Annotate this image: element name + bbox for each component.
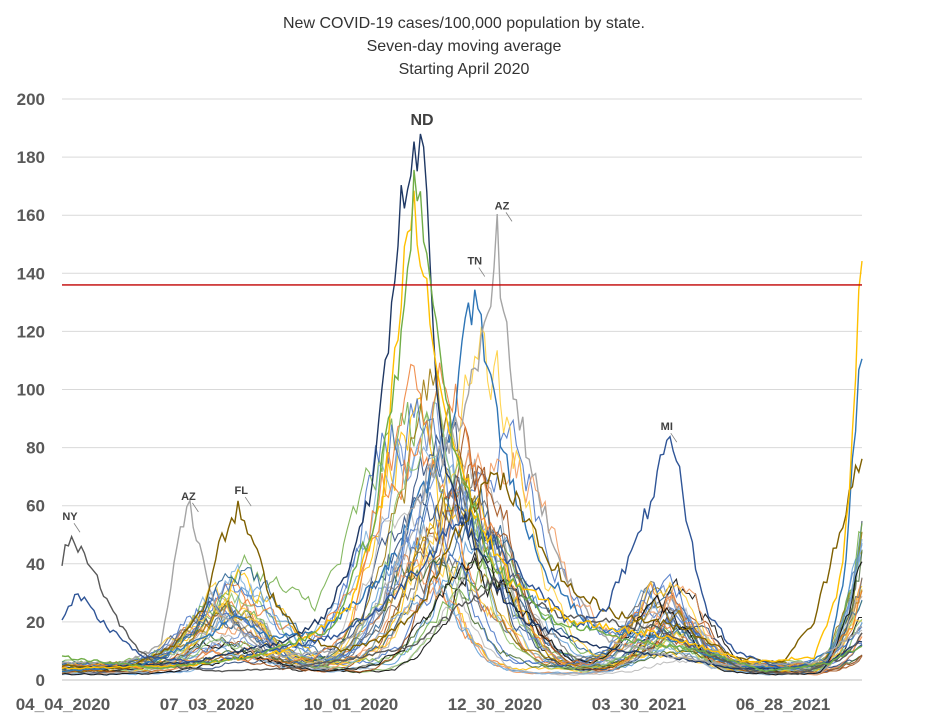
annotation-leader <box>505 212 513 222</box>
y-tick-label: 140 <box>17 264 45 283</box>
y-tick-label: 100 <box>17 381 45 400</box>
annotation-leader <box>192 502 199 513</box>
y-tick-label: 180 <box>17 148 45 167</box>
y-tick-label: 0 <box>36 671 45 690</box>
state-series-line <box>61 470 863 671</box>
y-tick-label: 80 <box>26 439 45 458</box>
title-line-0: New COVID-19 cases/100,000 population by… <box>283 15 645 32</box>
state-series-line <box>61 558 863 676</box>
x-tick-label: 10_01_2020 <box>304 695 399 714</box>
chart-title: New COVID-19 cases/100,000 population by… <box>283 15 645 78</box>
x-tick-label: 12_30_2020 <box>448 695 543 714</box>
annotation-fl: FL <box>234 485 248 497</box>
x-tick-label: 07_03_2020 <box>160 695 255 714</box>
state-series-line <box>61 390 863 671</box>
annotation-leader <box>73 523 81 533</box>
x-tick-label: 04_04_2020 <box>16 695 111 714</box>
state-series-line <box>61 491 863 667</box>
series-line-mi <box>61 435 863 670</box>
x-tick-label: 06_28_2021 <box>736 695 831 714</box>
axes: 0 20 40 60 80 100 120 140 160 180 200 04_04_2020 07_… <box>16 90 862 714</box>
series-line-tn <box>61 289 863 673</box>
annotations: NY AZ FL ND TN AZ MI <box>62 112 678 533</box>
y-tick-label: 20 <box>26 613 45 632</box>
annotation-tn: TN <box>467 256 482 268</box>
annotation-nd: ND <box>410 112 433 129</box>
y-tick-label: 40 <box>26 555 45 574</box>
y-tick-label: 60 <box>26 497 45 516</box>
series-line-ny <box>61 534 863 676</box>
y-tick-label: 120 <box>17 322 45 341</box>
title-line-1: Seven-day moving average <box>367 38 562 55</box>
x-tick-label: 03_30_2021 <box>592 695 687 714</box>
series-line-sd <box>61 169 863 673</box>
annotation-leader <box>670 432 678 443</box>
series-lines <box>61 133 863 676</box>
annotation-leader <box>244 496 252 507</box>
state-series-line <box>61 550 862 674</box>
annotation-leader <box>478 267 486 277</box>
y-tick-label: 160 <box>17 206 45 225</box>
annotation-az: AZ <box>181 491 196 503</box>
annotation-ny: NY <box>62 511 78 523</box>
series-line-az <box>61 213 863 667</box>
series-line-wy <box>61 190 863 670</box>
annotation-az: AZ <box>495 200 510 212</box>
annotation-mi: MI <box>661 421 673 433</box>
y-tick-label: 200 <box>17 90 45 109</box>
title-line-2: Starting April 2020 <box>399 61 530 78</box>
